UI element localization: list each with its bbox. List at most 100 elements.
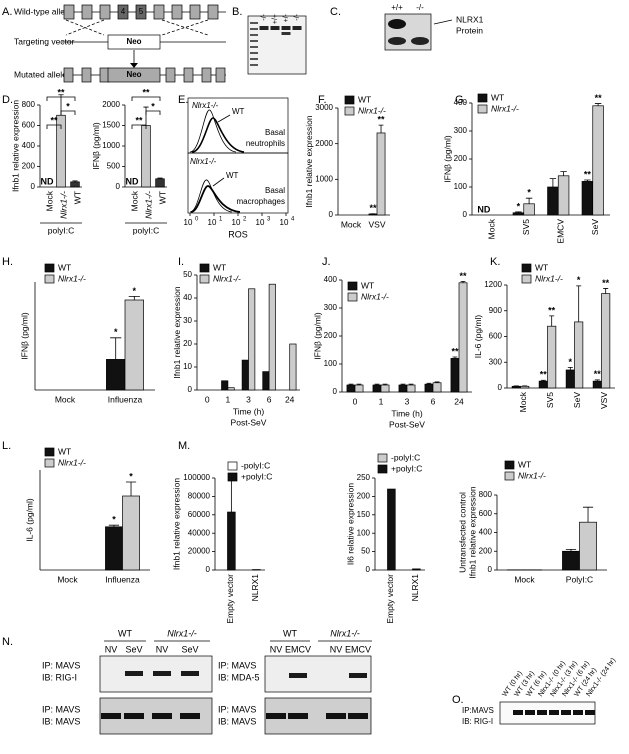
bar: [228, 512, 236, 570]
bar: [575, 322, 583, 388]
y-tick-label: 0: [366, 565, 371, 574]
bar: [566, 370, 574, 388]
panel-letter: N.: [2, 636, 13, 648]
y-axis-label: IL-6 (pg/ml): [473, 315, 483, 359]
y-axis-label: Ifnb1 relative expression: [10, 100, 20, 192]
bar: [377, 133, 385, 215]
significance-label: **: [540, 370, 548, 380]
band: [180, 713, 200, 719]
legend-label: Nlrx1-/-: [535, 273, 563, 283]
x-tick-label: 24: [285, 394, 295, 404]
y-tick-label: 20000: [188, 547, 211, 556]
legend-swatch: [200, 275, 209, 283]
significance-label: *: [129, 471, 133, 481]
tick-exponent: 4: [291, 217, 295, 223]
panel-letter: H.: [2, 256, 13, 268]
y-axis-label: IFNβ (pg/ml): [442, 135, 452, 183]
panel-letter: O.: [452, 694, 464, 706]
y-tick-label: 0: [333, 387, 338, 396]
tick-label: 10: [184, 218, 193, 227]
y-tick-label: 0: [329, 210, 334, 219]
legend-label: Nlrx1-/-: [361, 291, 389, 301]
x-tick-label: 0: [353, 396, 358, 406]
bar: [347, 385, 355, 392]
x-tick-label: Mock: [341, 219, 362, 229]
legend-swatch: [378, 454, 387, 462]
error-bar: [583, 507, 593, 522]
y-tick-label: 0: [488, 565, 493, 574]
y-tick-label: 300: [324, 303, 338, 312]
x-tick-label: PolyI:C: [566, 574, 593, 584]
histogram-curve: [192, 118, 244, 152]
band: [153, 671, 171, 676]
ladder-band: [250, 64, 258, 66]
error-bar: [550, 179, 556, 187]
exon-label: 4: [121, 7, 126, 16]
bar: [228, 388, 234, 390]
bar: [513, 213, 524, 215]
significance-label: **: [594, 369, 602, 379]
blot-label: IB: MAVS: [42, 716, 80, 726]
y-tick-label: 0: [498, 383, 503, 392]
legend-label: WT: [361, 280, 374, 290]
legend-label: Nlrx1-/-: [58, 457, 86, 467]
y-axis-label: Ifnb1 relative expression: [172, 478, 182, 570]
legend-label: +polyI:C: [241, 471, 272, 481]
legend-swatch: [45, 448, 54, 456]
lane-label: -/-: [416, 3, 424, 12]
allele-label: Wild-type allele: [14, 6, 72, 16]
y-tick-label: 100: [454, 182, 468, 191]
significance-label: *: [527, 188, 531, 198]
legend-swatch: [345, 107, 354, 115]
curve-label: Nlrx1-/-: [190, 157, 217, 166]
significance-label: *: [517, 201, 521, 211]
blot-label: IP: MAVS: [42, 704, 80, 714]
lane-label: -/-: [294, 13, 301, 20]
legend-label: WT: [213, 262, 226, 272]
bar: [425, 384, 433, 392]
legend-label: Nlrx1-/-: [491, 103, 519, 113]
protein-label: Protein: [456, 25, 483, 35]
lane-label: NV: [270, 644, 283, 654]
band: [124, 713, 144, 719]
y-tick-label: 900: [489, 306, 503, 315]
x-tick-label: SeV: [572, 392, 582, 408]
group-label: WT: [283, 628, 297, 638]
lane-label: NV: [156, 644, 169, 654]
y-tick-label: 0: [188, 385, 193, 394]
bar: [451, 358, 459, 392]
x-tick-label: Influenza: [108, 394, 143, 404]
significance-label: *: [577, 275, 581, 285]
significance-label: *: [112, 515, 116, 525]
y-tick-label: 1000: [102, 141, 120, 150]
tick-label: 10: [232, 218, 241, 227]
histogram-curve: [190, 110, 236, 152]
legend-swatch: [200, 264, 209, 272]
band: [260, 26, 269, 30]
y-axis-label: IL-6 (pg/ml): [24, 498, 34, 542]
pointer: [213, 178, 224, 186]
lane-label: SeV: [125, 644, 142, 654]
comparison-label: **: [57, 87, 65, 97]
panel-letter: M.: [178, 440, 190, 452]
allele-label: Mutated allele: [14, 69, 67, 79]
x-tick-label: Mock: [514, 574, 535, 584]
legend-swatch: [478, 105, 487, 113]
band: [388, 19, 406, 29]
y-tick-label: 500: [107, 162, 121, 171]
y-tick-label: 2000: [102, 100, 120, 109]
y-tick-label: 600: [479, 509, 493, 518]
significance-label: ND: [126, 176, 139, 186]
band: [388, 37, 406, 45]
comparison-label: *: [66, 101, 70, 111]
ladder-band: [250, 52, 258, 54]
y-tick-label: 250: [357, 473, 371, 482]
x-tick-label: Empty vector: [225, 574, 235, 624]
exon: [100, 5, 110, 19]
bar: [413, 569, 421, 570]
y-tick-label: 100: [324, 359, 338, 368]
legend-swatch: [45, 264, 54, 272]
x-tick-label: WT: [72, 191, 82, 204]
